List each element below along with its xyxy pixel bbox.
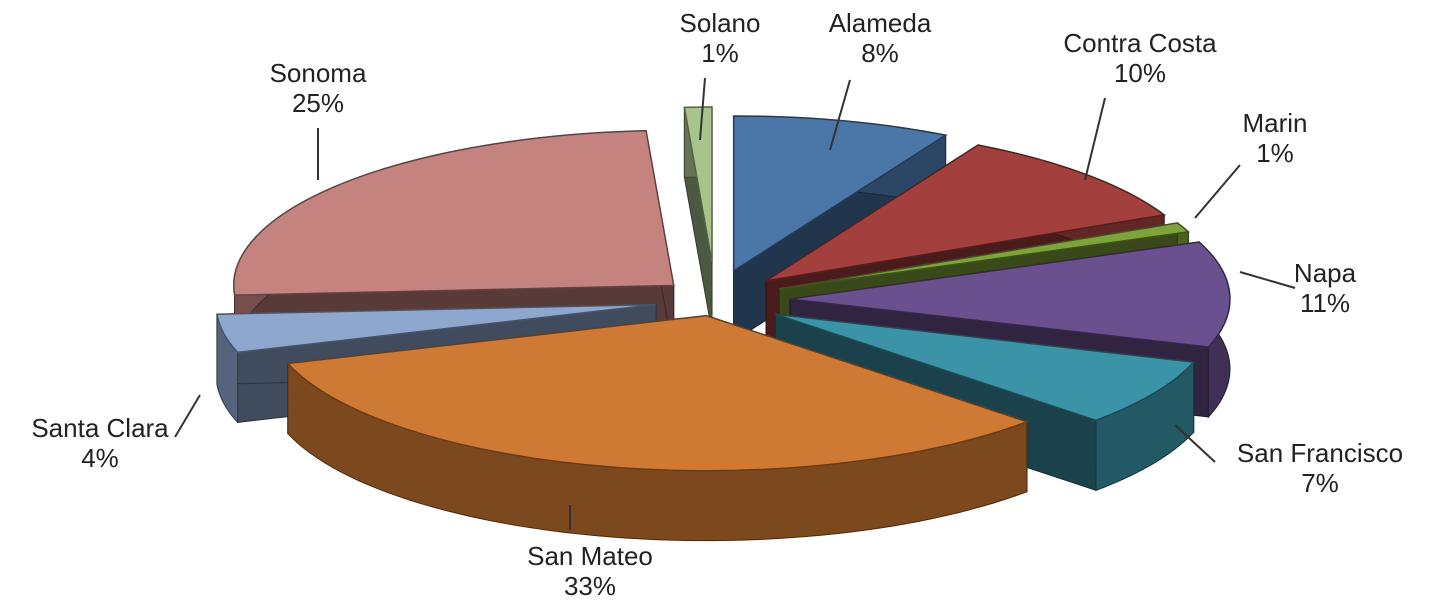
santa-clara-value-label: 4% <box>81 443 119 473</box>
san-francisco-slice <box>775 313 1196 422</box>
san-mateo-slice <box>286 314 1030 472</box>
santa-clara-label: Santa Clara <box>31 413 169 443</box>
sonoma-slice <box>233 129 675 296</box>
alameda-leader-line <box>829 79 851 151</box>
sonoma-label: Sonoma <box>270 58 367 88</box>
slice-tops <box>216 106 1231 472</box>
napa-slice <box>789 241 1231 348</box>
napa-label: Napa <box>1294 258 1357 288</box>
alameda-value-label: 8% <box>861 38 899 68</box>
san-mateo-label: San Mateo <box>527 541 653 571</box>
marin-slice <box>779 222 1191 290</box>
alameda-slice <box>732 115 948 273</box>
san-francisco-label: San Francisco <box>1237 438 1403 468</box>
solano-label: Solano <box>680 8 761 38</box>
contra-costa-leader-line <box>1084 97 1106 181</box>
contra-costa-value-label: 10% <box>1114 58 1166 88</box>
contra-costa-label: Contra Costa <box>1063 28 1217 58</box>
napa-value-label: 11% <box>1300 288 1350 318</box>
marin-leader-line <box>1194 164 1241 219</box>
marin-label: Marin <box>1242 108 1307 138</box>
solano-slice <box>683 106 713 263</box>
sonoma-value-label: 25% <box>292 88 344 118</box>
napa-leader-line <box>1239 271 1296 289</box>
san-mateo-value-label: 33% <box>564 571 616 601</box>
solano-value-label: 1% <box>701 38 739 68</box>
santa-clara-slice <box>216 303 657 354</box>
alameda-label: Alameda <box>829 8 932 38</box>
marin-value-label: 1% <box>1256 138 1294 168</box>
san-francisco-value-label: 7% <box>1301 468 1339 498</box>
santa-clara-leader-line <box>174 394 201 438</box>
san-francisco-leader-line <box>1174 424 1216 463</box>
solano-leader-line <box>699 77 706 141</box>
